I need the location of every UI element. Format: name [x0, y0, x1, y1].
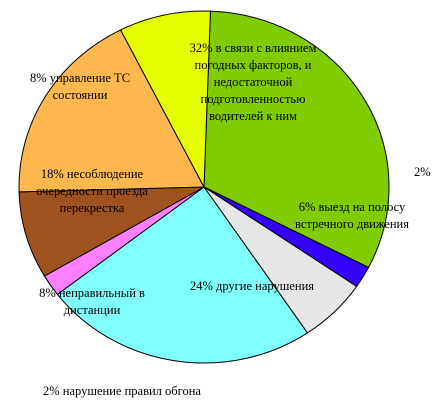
slice-label-line: 24% другие нарушения [190, 279, 314, 293]
slice-label-4: 2% нарушение правил обгона [43, 384, 201, 398]
slice-label-line: недостаточной [214, 75, 293, 89]
slice-label-line: 6% выезд на полосу [299, 200, 406, 214]
slice-label-line: очередности проезда [36, 184, 148, 198]
slice-label-line: 2% нарушение правил обгона [43, 384, 201, 398]
slice-label-line: 2% [414, 165, 431, 179]
slice-label-7: 8% управление ТС состоянии [30, 71, 130, 102]
slice-label-1: 2% [414, 165, 431, 179]
slice-label-line: 18% несоблюдение [41, 167, 144, 181]
slice-label-line: 32% в связи с влиянием [190, 41, 317, 55]
slice-label-line: встречного движения [295, 217, 409, 231]
slice-label-line: водителей к ним [209, 109, 297, 123]
slice-label-line: подготовленностью [201, 92, 306, 106]
slice-label-3: 24% другие нарушения [190, 279, 314, 293]
pie-slice-6 [18, 29, 205, 193]
slice-label-line: перекрестка [60, 201, 125, 215]
slice-label-0: 32% в связи с влиянием погодных факторов,… [190, 41, 317, 123]
slice-label-line: 8% неправильный в [39, 286, 145, 300]
pie-slice-0 [203, 10, 390, 269]
slice-label-line: дистанции [64, 303, 121, 317]
slice-label-2: 6% выезд на полосу встречного движения [295, 200, 409, 231]
slice-label-line: 8% управление ТС [30, 71, 130, 85]
slice-label-5: 8% неправильный в дистанции [39, 286, 145, 317]
pie-slice-5 [18, 186, 205, 277]
pie-slice-7 [119, 10, 211, 189]
slice-label-line: погодных факторов, и [195, 58, 312, 72]
slice-label-line: состоянии [53, 88, 108, 102]
slice-label-6: 18% несоблюдение очередности проезда перек… [36, 167, 148, 215]
pie-slice-3 [56, 186, 309, 364]
